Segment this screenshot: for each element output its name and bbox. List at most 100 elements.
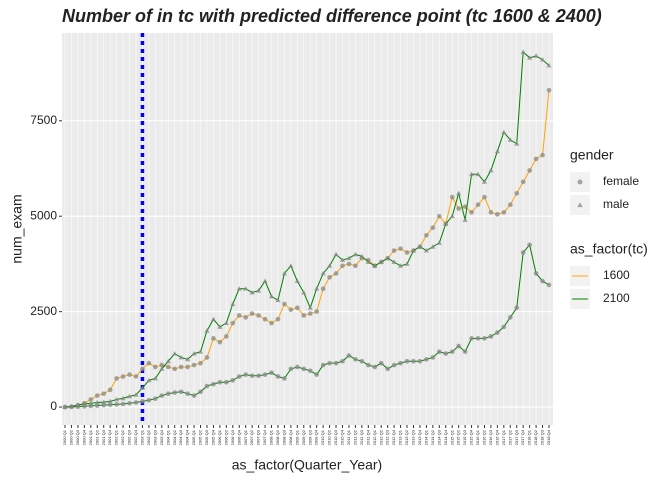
- point: [520, 250, 526, 255]
- point: [294, 278, 300, 284]
- x-tick-label: 2014 Q2: [430, 429, 435, 445]
- x-tick-label: 2010 Q3: [333, 429, 338, 445]
- point: [114, 402, 119, 407]
- point: [456, 343, 461, 349]
- point: [94, 399, 100, 405]
- x-tick-label: 2013 Q1: [398, 429, 403, 445]
- point: [462, 217, 468, 222]
- point: [501, 129, 507, 135]
- point: [178, 354, 184, 360]
- x-tick-label: 2007 Q1: [243, 429, 248, 445]
- point: [178, 364, 184, 370]
- point: [495, 211, 500, 217]
- y-tick-label: 0: [50, 399, 57, 413]
- point: [333, 360, 339, 366]
- point: [243, 315, 249, 320]
- x-tick-label: 2002 Q3: [127, 429, 132, 445]
- x-tick-label: 2001 Q3: [101, 429, 106, 445]
- point: [514, 190, 520, 196]
- point: [365, 362, 371, 368]
- x-tick-label: 2000 Q1: [62, 429, 67, 445]
- point: [288, 366, 294, 372]
- point: [456, 206, 461, 211]
- x-tick-label: 2012 Q2: [378, 429, 383, 445]
- point: [249, 289, 255, 295]
- point: [546, 282, 552, 288]
- x-tick-label: 2011 Q1: [346, 429, 351, 445]
- point: [482, 194, 487, 200]
- legend-label: 2100: [603, 291, 630, 305]
- point: [107, 398, 113, 404]
- point: [114, 396, 120, 402]
- point: [230, 301, 236, 306]
- x-tick-label: 2018 Q2: [533, 429, 538, 445]
- point: [191, 393, 197, 398]
- point: [236, 313, 242, 318]
- point: [294, 364, 300, 370]
- point: [410, 247, 417, 253]
- point: [449, 194, 455, 200]
- x-tick-label: 2006 Q2: [223, 429, 228, 445]
- point: [481, 179, 488, 184]
- point: [385, 255, 391, 261]
- series-line: [64, 51, 550, 408]
- point: [340, 263, 345, 269]
- point: [282, 301, 287, 307]
- point: [327, 274, 332, 280]
- point: [269, 320, 274, 326]
- x-tick-label: 2009 Q2: [301, 429, 306, 445]
- x-tick-label: 2000 Q3: [75, 429, 80, 445]
- point: [294, 305, 300, 311]
- point: [185, 391, 190, 397]
- x-tick-label: 2017 Q3: [514, 429, 519, 445]
- x-tick-label: 2005 Q3: [204, 429, 209, 445]
- point: [204, 383, 210, 389]
- x-tick-label: 2005 Q4: [210, 429, 215, 445]
- point: [314, 372, 320, 377]
- x-tick-label: 2017 Q1: [501, 429, 506, 445]
- series-line: [64, 243, 550, 408]
- point: [217, 379, 223, 385]
- point: [301, 289, 307, 295]
- y-axis-label: num_exam: [9, 194, 25, 263]
- point: [353, 263, 358, 269]
- x-tick-label: 2003 Q2: [146, 429, 151, 445]
- x-tick-label: 2011 Q3: [359, 429, 364, 445]
- point: [146, 397, 152, 403]
- point: [243, 286, 249, 291]
- point: [307, 305, 313, 310]
- x-tick-label: 2015 Q2: [456, 429, 461, 445]
- x-tick-label: 2016 Q1: [475, 429, 480, 445]
- point: [391, 248, 397, 253]
- point: [275, 297, 281, 303]
- x-tick-label: 2017 Q2: [507, 429, 512, 445]
- point: [107, 402, 113, 408]
- x-tick-label: 2008 Q4: [288, 429, 293, 445]
- point: [443, 221, 449, 226]
- point: [443, 351, 449, 356]
- point: [107, 387, 113, 393]
- point: [475, 202, 481, 208]
- x-tick-label: 2002 Q2: [120, 429, 125, 445]
- point: [197, 349, 204, 354]
- point: [223, 320, 229, 326]
- x-tick-label: 2017 Q4: [520, 429, 525, 445]
- x-tick-label: 2003 Q1: [140, 429, 145, 445]
- point: [378, 259, 384, 264]
- x-tick-label: 2007 Q2: [249, 429, 254, 445]
- point: [249, 311, 255, 316]
- point: [140, 366, 145, 372]
- x-tick-label: 2018 Q4: [546, 429, 551, 445]
- point: [282, 376, 287, 381]
- point: [398, 360, 403, 366]
- point: [139, 385, 146, 390]
- point: [507, 315, 513, 320]
- y-tick-label: 2500: [30, 304, 57, 318]
- point: [424, 232, 429, 238]
- point: [527, 168, 532, 173]
- x-tick-label: 2010 Q1: [320, 429, 325, 445]
- point: [577, 179, 583, 185]
- point: [346, 261, 352, 267]
- x-tick-label: 2011 Q4: [365, 429, 370, 445]
- point: [288, 307, 294, 313]
